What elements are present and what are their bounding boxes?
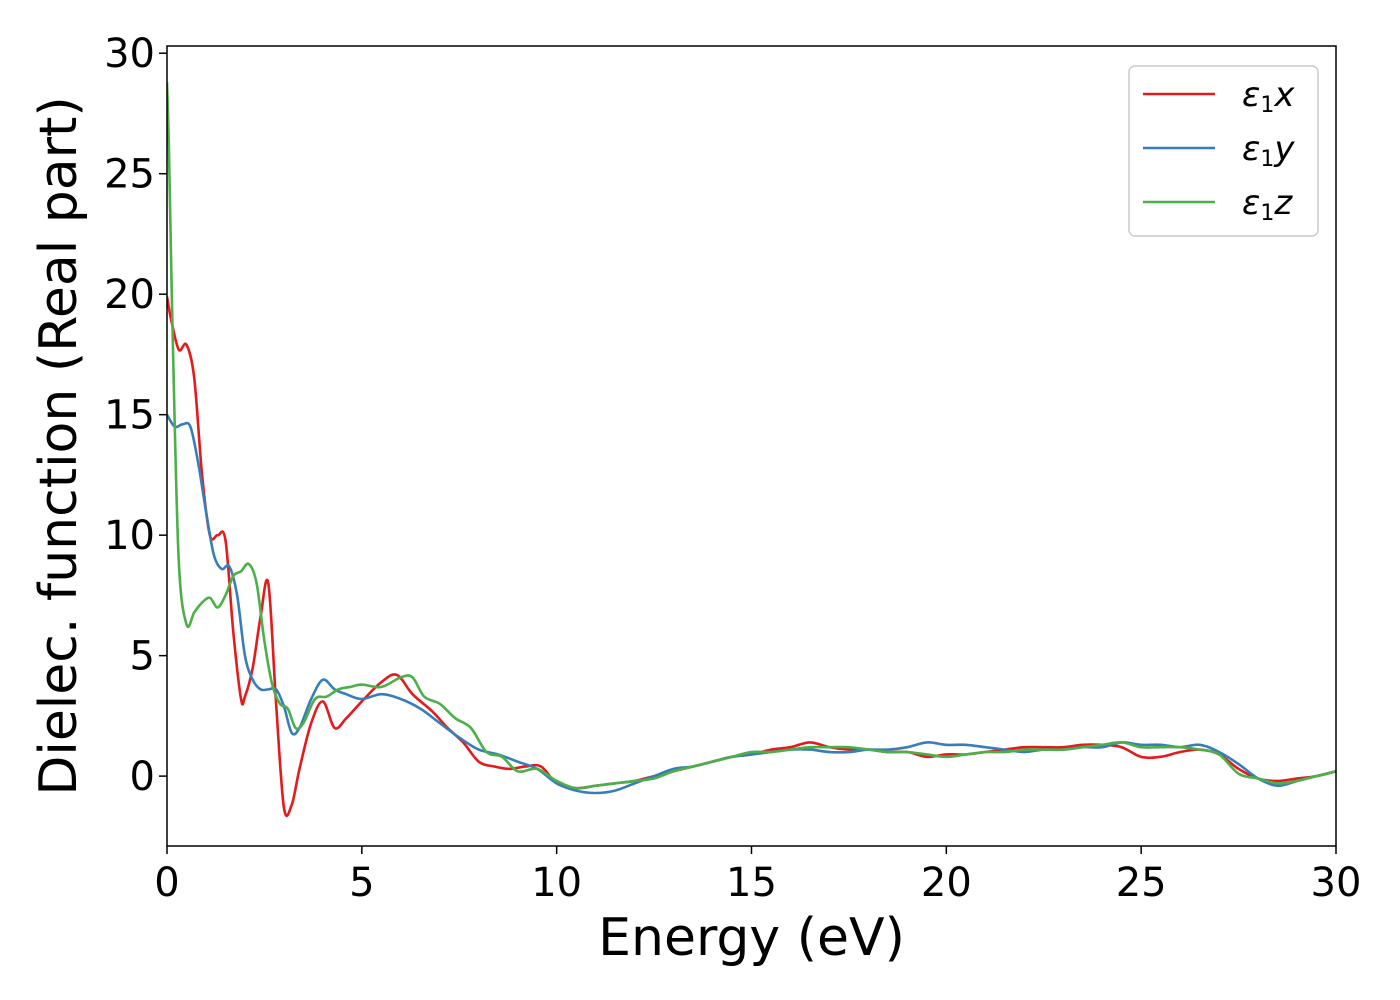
series-layer <box>167 82 1336 818</box>
legend-label-y: ε1y <box>1242 129 1295 172</box>
x-tick-label: 20 <box>921 860 972 906</box>
legend-box <box>1128 65 1319 237</box>
x-tick-label: 5 <box>349 860 374 906</box>
legend-label-x: ε1x <box>1242 75 1295 118</box>
y-tick-label: 0 <box>130 754 155 800</box>
y-tick-label: 10 <box>104 513 155 559</box>
x-tick-label: 10 <box>531 860 582 906</box>
series-line-z <box>167 82 1336 790</box>
y-tick-label: 15 <box>104 393 155 439</box>
x-axis-label: Energy (eV) <box>598 908 905 968</box>
x-tick-label: 0 <box>154 860 179 906</box>
y-tick-label: 25 <box>104 152 155 198</box>
x-axis: 0 5 10 15 20 25 30 <box>154 846 1361 906</box>
y-axis: 0 5 10 15 20 25 30 <box>104 31 167 800</box>
x-tick-label: 25 <box>1116 860 1167 906</box>
y-tick-label: 20 <box>104 272 155 318</box>
y-tick-label: 5 <box>130 634 155 680</box>
y-axis-label: Dielec. function (Real part) <box>29 96 89 795</box>
y-tick-label: 30 <box>104 31 155 77</box>
series-line-y <box>167 413 1336 795</box>
x-tick-label: 15 <box>726 860 777 906</box>
legend-label-z: ε1z <box>1242 183 1293 226</box>
x-tick-label: 30 <box>1311 860 1362 906</box>
legend: ε1x ε1y ε1z <box>1128 65 1319 237</box>
